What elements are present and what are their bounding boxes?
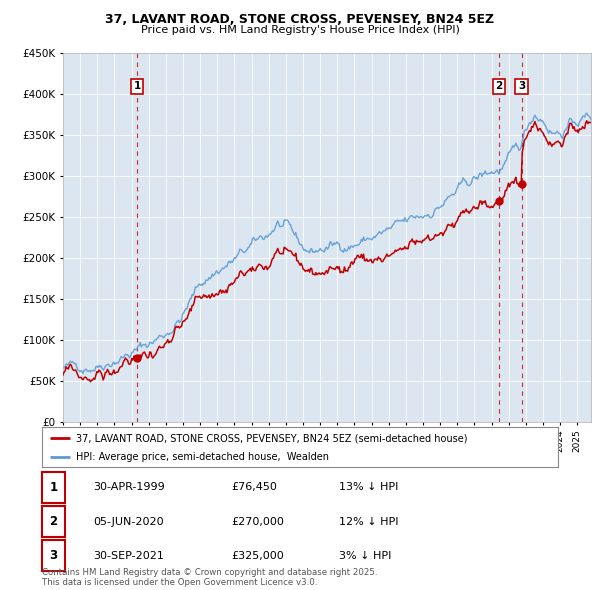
- Text: 2: 2: [49, 515, 58, 528]
- Text: 30-APR-1999: 30-APR-1999: [93, 483, 165, 492]
- Text: HPI: Average price, semi-detached house,  Wealden: HPI: Average price, semi-detached house,…: [76, 453, 329, 462]
- Text: £76,450: £76,450: [231, 483, 277, 492]
- Text: 12% ↓ HPI: 12% ↓ HPI: [339, 517, 398, 526]
- Text: 13% ↓ HPI: 13% ↓ HPI: [339, 483, 398, 492]
- Text: 30-SEP-2021: 30-SEP-2021: [93, 551, 164, 560]
- Text: 1: 1: [134, 81, 141, 91]
- Text: 37, LAVANT ROAD, STONE CROSS, PEVENSEY, BN24 5EZ: 37, LAVANT ROAD, STONE CROSS, PEVENSEY, …: [106, 13, 494, 26]
- Text: 2: 2: [495, 81, 502, 91]
- Text: £325,000: £325,000: [231, 551, 284, 560]
- Text: 3: 3: [49, 549, 58, 562]
- Text: 05-JUN-2020: 05-JUN-2020: [93, 517, 164, 526]
- Text: Contains HM Land Registry data © Crown copyright and database right 2025.
This d: Contains HM Land Registry data © Crown c…: [42, 568, 377, 587]
- Text: Price paid vs. HM Land Registry's House Price Index (HPI): Price paid vs. HM Land Registry's House …: [140, 25, 460, 35]
- Text: 37, LAVANT ROAD, STONE CROSS, PEVENSEY, BN24 5EZ (semi-detached house): 37, LAVANT ROAD, STONE CROSS, PEVENSEY, …: [76, 434, 467, 444]
- Text: £270,000: £270,000: [231, 517, 284, 526]
- Text: 1: 1: [49, 481, 58, 494]
- Text: 3% ↓ HPI: 3% ↓ HPI: [339, 551, 391, 560]
- Text: 3: 3: [518, 81, 525, 91]
